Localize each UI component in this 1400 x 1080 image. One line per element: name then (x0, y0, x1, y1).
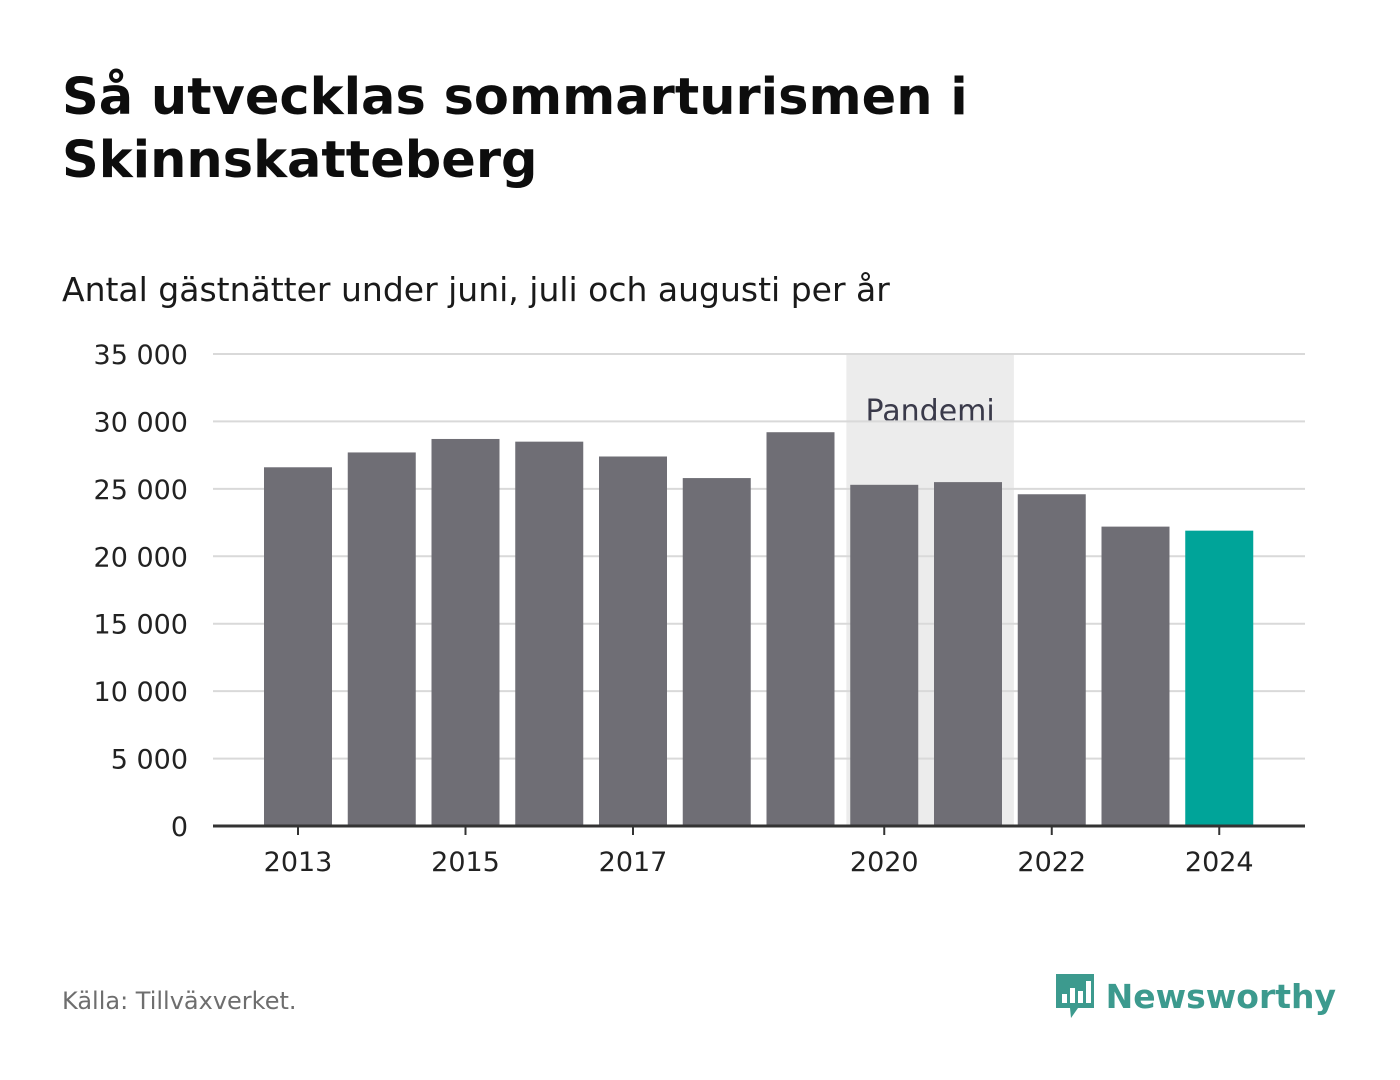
bar-2020 (850, 484, 919, 826)
bar-chart: Pandemi 0 5 000 10 000 15 000 20 000 25 000 30… (94, 340, 1305, 878)
y-tick-label: 15 000 (94, 610, 188, 641)
bar-2022 (1017, 494, 1086, 826)
y-tick-label: 0 (171, 812, 188, 843)
x-tick-label: 2013 (264, 847, 333, 878)
bar-2015 (431, 438, 500, 826)
x-tick-label: 2024 (1185, 847, 1254, 878)
y-tick-label: 10 000 (94, 677, 188, 708)
y-tick-label: 30 000 (94, 407, 188, 438)
x-tick-label: 2020 (850, 847, 919, 878)
x-tick-label: 2015 (431, 847, 500, 878)
axis-layer: 0 5 000 10 000 15 000 20 000 25 000 30 000 35 0… (94, 340, 1305, 878)
brand-logo: Newsworthy (1054, 972, 1336, 1020)
bar-2024 (1185, 530, 1254, 826)
y-tick-label: 35 000 (94, 340, 188, 371)
bar-layer (264, 432, 1254, 826)
annotation-band-label: Pandemi (866, 394, 995, 429)
brand-name: Newsworthy (1105, 976, 1336, 1016)
bar-2018 (682, 478, 751, 826)
y-tick-label: 5 000 (111, 745, 188, 776)
chart-title: Så utvecklas sommarturismen i Skinnskatt… (62, 68, 968, 190)
bar-2021 (934, 482, 1002, 826)
chart-subtitle: Antal gästnätter under juni, juli och au… (62, 270, 890, 309)
y-tick-label: 20 000 (94, 542, 188, 573)
bar-2014 (347, 452, 416, 826)
y-tick-label: 25 000 (94, 475, 188, 506)
bar-2013 (264, 467, 332, 826)
bar-2023 (1101, 526, 1170, 826)
source-note: Källa: Tillväxverket. (62, 987, 297, 1015)
bar-2016 (515, 441, 584, 826)
bar-2019 (766, 432, 835, 826)
bar-chart-speech-bubble-icon (1055, 974, 1094, 1018)
bar-2017 (599, 456, 667, 826)
x-tick-label: 2017 (599, 847, 668, 878)
x-tick-label: 2022 (1017, 847, 1086, 878)
